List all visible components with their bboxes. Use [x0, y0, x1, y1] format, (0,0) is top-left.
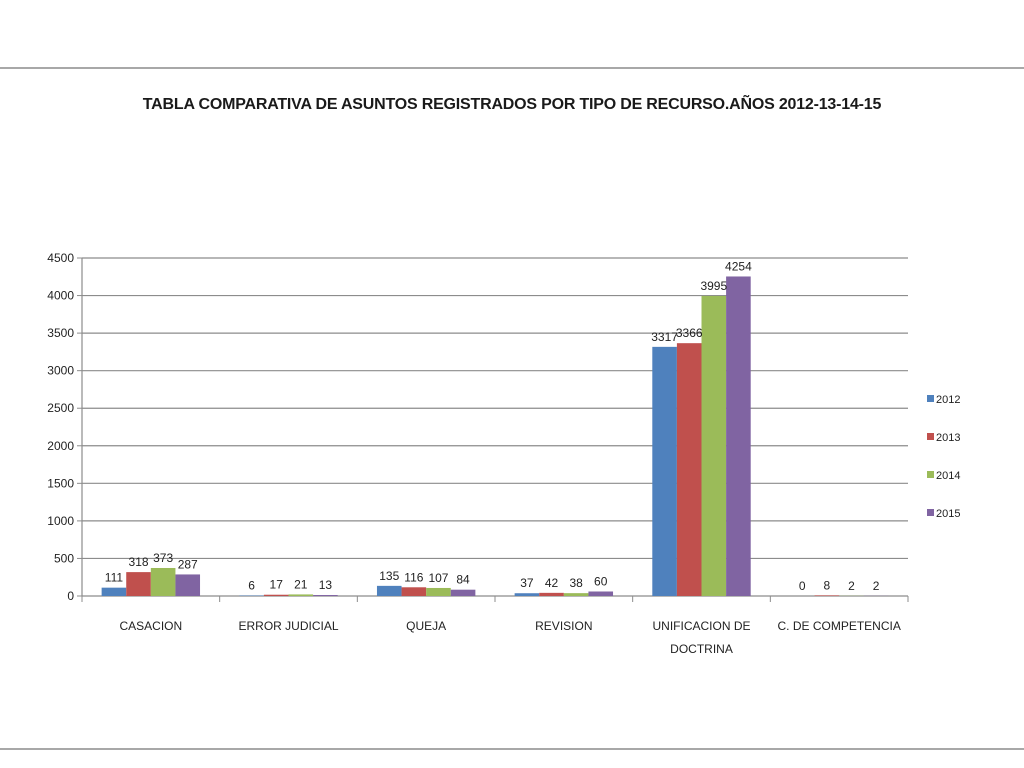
- bar-2014-2: [426, 587, 451, 596]
- chart-title: TABLA COMPARATIVA DE ASUNTOS REGISTRADOS…: [142, 96, 882, 113]
- y-tick-label: 0: [67, 589, 74, 603]
- bar-2012-4: [652, 346, 677, 596]
- bar-2014-3: [563, 593, 589, 596]
- x-category-label: UNIFICACION DE: [652, 619, 750, 633]
- data-label: 3317: [651, 330, 678, 344]
- data-label: 38: [569, 576, 583, 590]
- gridlines: [82, 257, 908, 560]
- data-label: 318: [129, 555, 149, 569]
- bar-2013-3: [539, 592, 564, 596]
- data-label: 37: [520, 576, 534, 590]
- bar-2014-1: [288, 594, 314, 596]
- bar-2012-3: [514, 593, 540, 596]
- data-label: 2: [873, 579, 880, 593]
- bar-2015-0: [175, 574, 201, 596]
- y-tick-label: 3000: [47, 364, 74, 378]
- data-label: 4254: [725, 259, 752, 273]
- x-category-label: DOCTRINA: [670, 642, 733, 656]
- data-label: 17: [270, 578, 284, 592]
- legend-swatch-2014: [927, 471, 934, 478]
- data-label: 60: [594, 574, 608, 588]
- bar-2013-1: [263, 594, 289, 596]
- x-category-label: QUEJA: [406, 619, 446, 633]
- data-label: 135: [379, 569, 399, 583]
- y-tick-label: 4000: [47, 289, 74, 303]
- data-label: 0: [799, 579, 806, 593]
- legend-label-2013: 2013: [936, 432, 960, 444]
- x-category-label: CASACION: [119, 619, 182, 633]
- legend-label-2014: 2014: [936, 470, 960, 482]
- bar-2012-0: [101, 587, 127, 596]
- y-tick-label: 500: [54, 551, 74, 565]
- bar-2015-3: [588, 591, 614, 596]
- bars: [101, 276, 889, 596]
- data-label: 287: [178, 557, 198, 571]
- bar-2013-5: [814, 595, 840, 596]
- data-label: 84: [456, 573, 470, 587]
- data-label: 8: [824, 578, 831, 592]
- x-category-label: ERROR JUDICIAL: [238, 619, 338, 633]
- y-tick-label: 3500: [47, 326, 74, 340]
- data-label: 13: [319, 578, 333, 592]
- bar-2013-0: [126, 572, 151, 596]
- data-label: 2: [848, 579, 855, 593]
- y-tick-label: 2500: [47, 401, 74, 415]
- legend-swatch-2015: [927, 509, 934, 516]
- x-category-label: C. DE COMPETENCIA: [777, 619, 900, 633]
- data-label: 42: [545, 576, 559, 590]
- data-label: 6: [248, 579, 255, 593]
- x-category-label: REVISION: [535, 619, 592, 633]
- data-label: 111: [105, 571, 124, 585]
- legend-label-2012: 2012: [936, 394, 960, 406]
- y-tick-label: 4500: [47, 251, 74, 265]
- data-label: 3995: [700, 279, 727, 293]
- bar-2015-4: [726, 276, 751, 596]
- data-labels: 111 318 373 287 6 17 21 13 135 116 107 84 37 42 38 60 33…: [105, 259, 880, 593]
- bar-2014-0: [150, 567, 176, 596]
- y-tick-label: 1500: [47, 476, 74, 490]
- axes: 0 500 1000 1500 2000 2500 3000 3500 4000 4500 CASA…: [47, 251, 909, 656]
- bar-2012-2: [376, 585, 402, 596]
- bar-2015-1: [313, 595, 338, 596]
- data-label: 107: [428, 571, 448, 585]
- data-label: 21: [294, 577, 308, 591]
- legend-swatch-2013: [927, 433, 934, 440]
- bar-2014-4: [701, 295, 727, 596]
- legend-label-2015: 2015: [936, 508, 960, 520]
- bottom-divider: [0, 748, 1024, 750]
- legend-swatch-2012: [927, 395, 934, 402]
- data-label: 116: [404, 570, 423, 584]
- top-divider: [0, 67, 1024, 69]
- y-tick-label: 2000: [47, 439, 74, 453]
- data-label: 3366: [676, 326, 703, 340]
- bar-2015-2: [450, 589, 476, 596]
- y-tick-label: 1000: [47, 514, 74, 528]
- bar-2013-2: [401, 587, 427, 596]
- data-label: 373: [153, 551, 173, 565]
- legend: 2012 2013 2014 2015: [927, 394, 960, 520]
- bar-2013-4: [676, 343, 702, 596]
